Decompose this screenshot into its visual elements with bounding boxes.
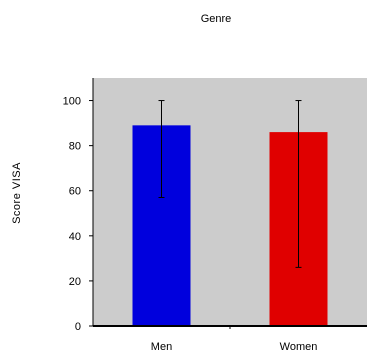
x-tick-label-men: Men <box>151 341 172 353</box>
y-axis-label: Score VISA <box>11 162 23 224</box>
chart-title: Genre <box>201 13 232 25</box>
y-tick-label: 20 <box>69 276 81 288</box>
y-tick-label: 0 <box>75 321 81 333</box>
y-tick-label: 80 <box>69 141 81 153</box>
y-tick-label: 40 <box>69 231 81 243</box>
y-tick-label: 100 <box>63 96 81 108</box>
x-tick-label-women: Women <box>280 341 318 353</box>
y-tick-label: 60 <box>69 186 81 198</box>
